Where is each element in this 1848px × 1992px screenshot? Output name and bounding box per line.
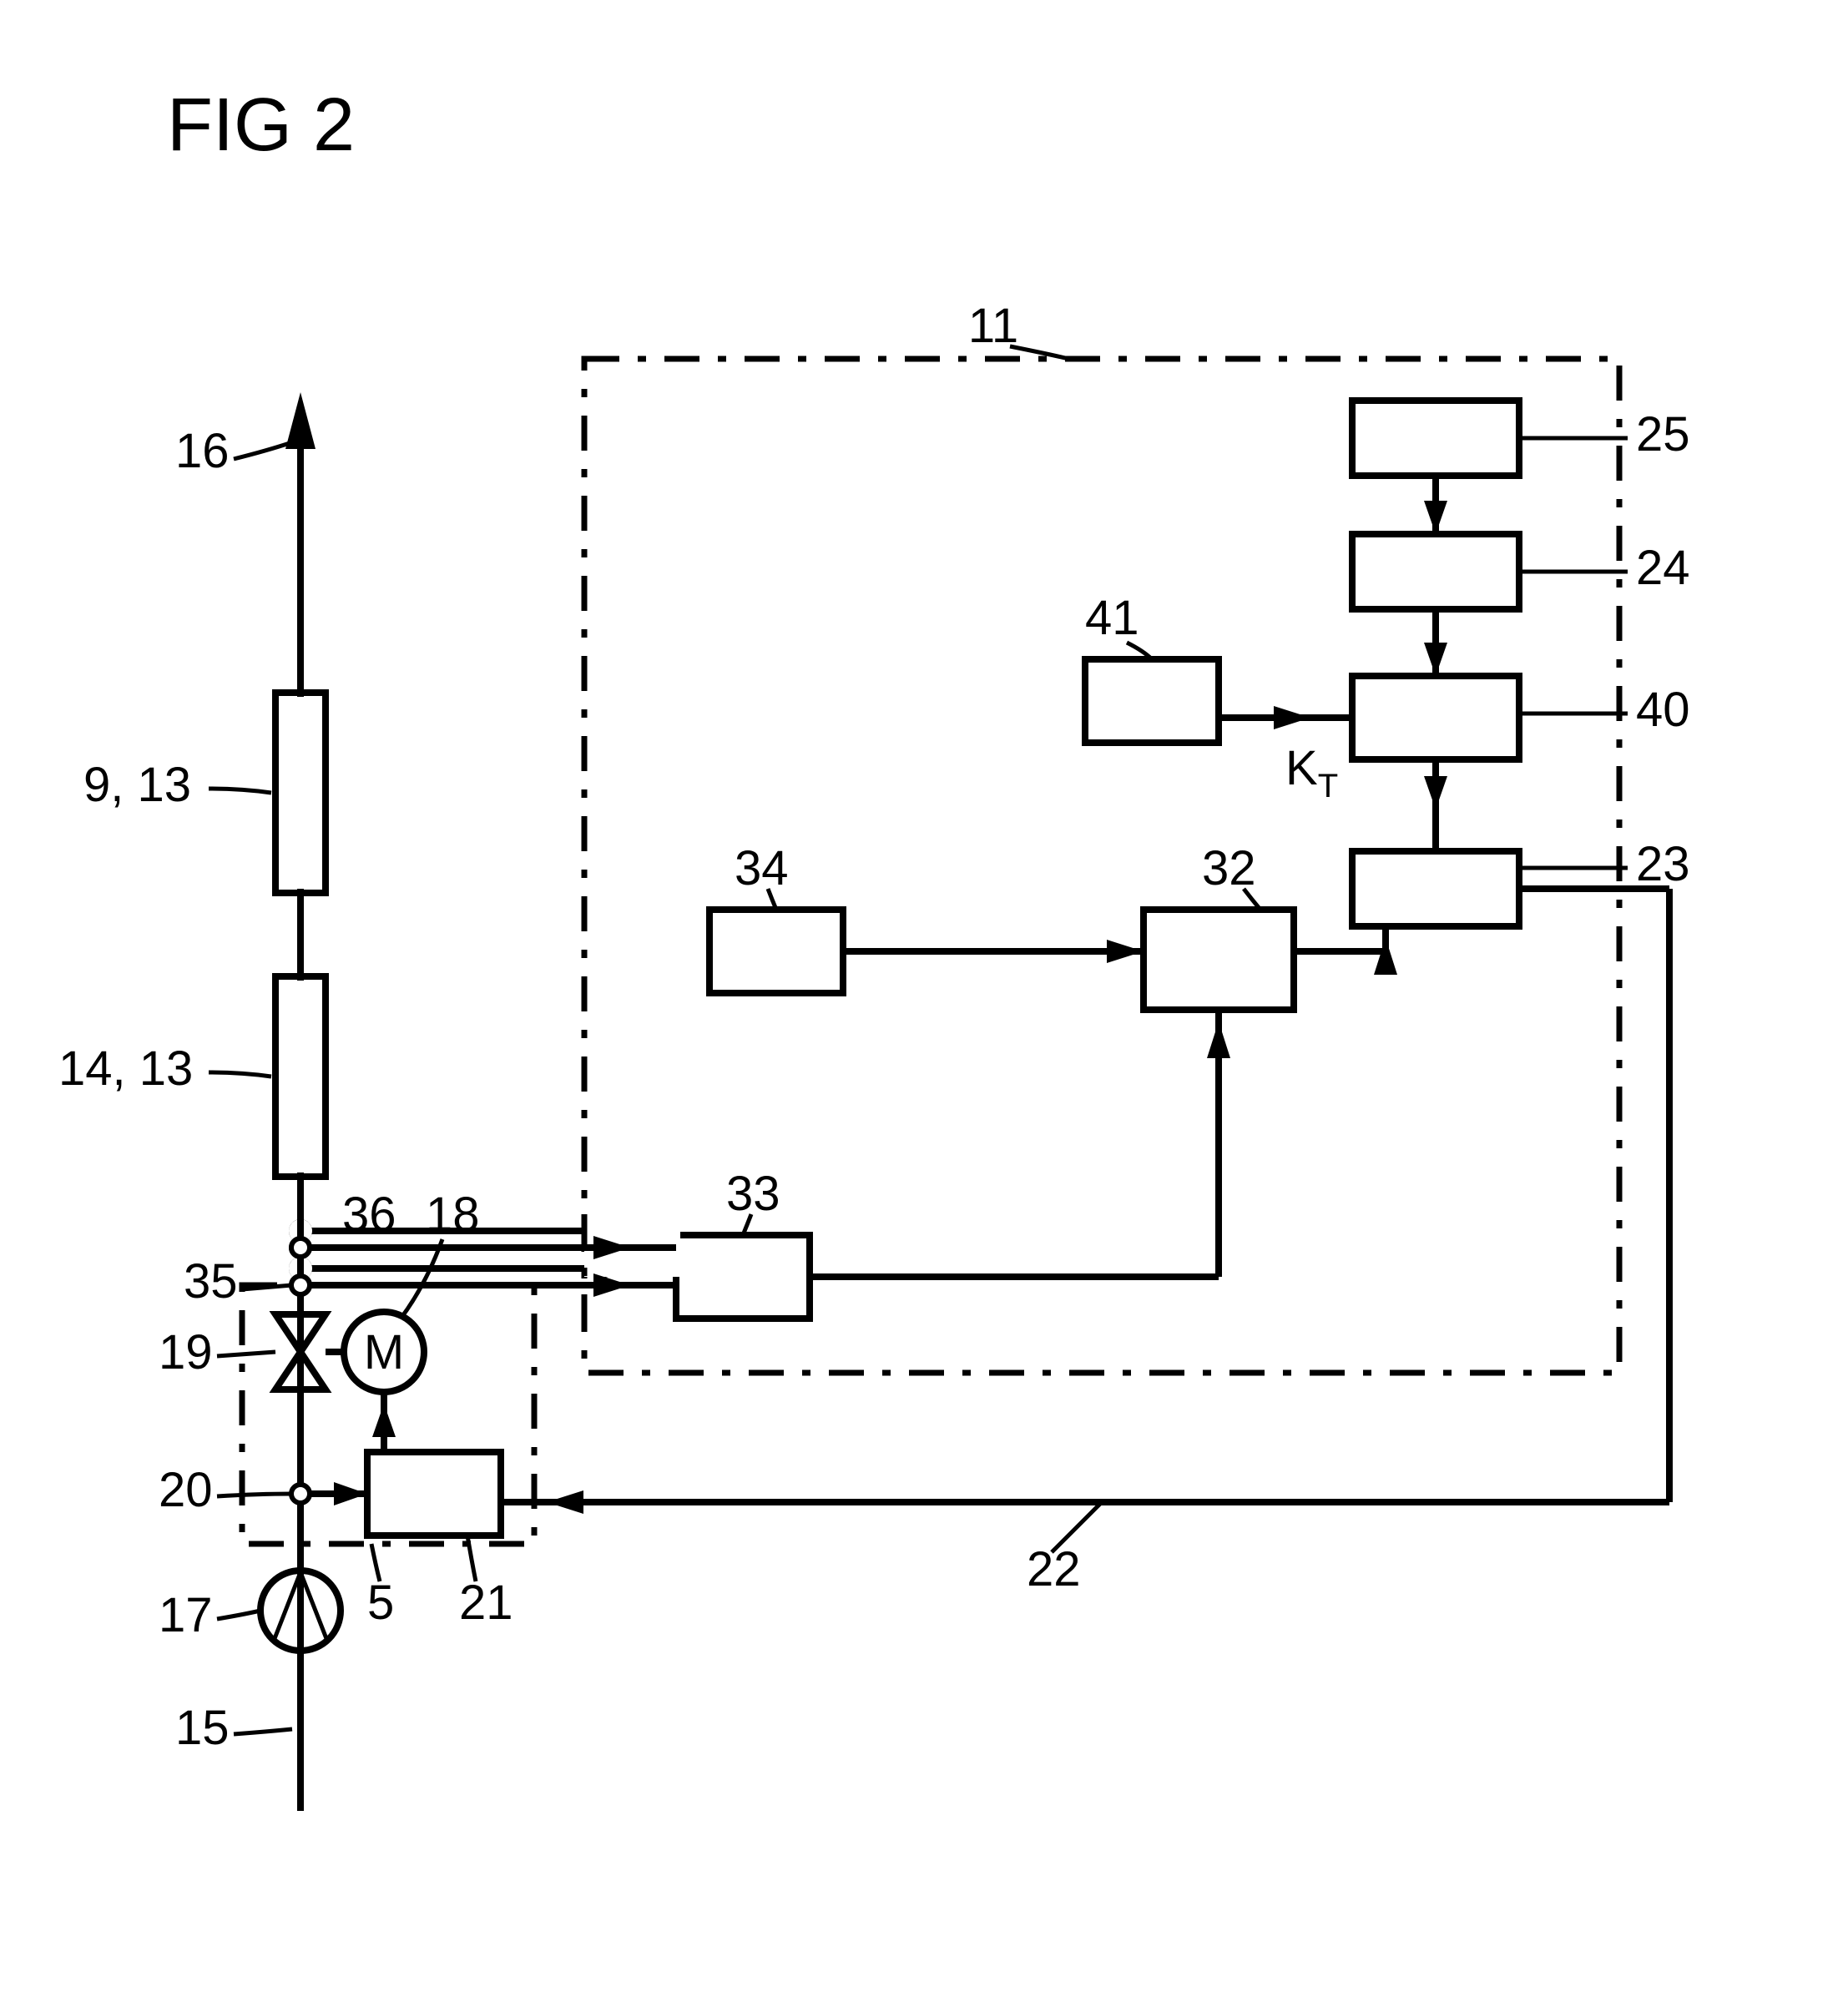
- label-1413: 14, 13: [58, 1041, 193, 1096]
- box-32: [1144, 910, 1294, 1010]
- arrow-33-32: [1207, 1021, 1230, 1058]
- lead-15: [234, 1729, 292, 1734]
- lead-20: [217, 1494, 292, 1496]
- motor-label: M: [364, 1325, 404, 1379]
- label-5: 5: [367, 1576, 394, 1630]
- arrow-21-motor: [372, 1404, 396, 1437]
- arrow-25-24: [1424, 501, 1447, 534]
- mask-2: [280, 981, 321, 1173]
- label-18: 18: [426, 1188, 480, 1242]
- node-35c: [291, 1276, 310, 1294]
- arrow-24-40: [1424, 643, 1447, 676]
- label-25: 25: [1636, 407, 1690, 461]
- node-20: [291, 1485, 310, 1503]
- label-35: 35: [184, 1254, 238, 1309]
- arrow-into-21: [334, 1482, 367, 1505]
- arrow-22-21: [547, 1490, 583, 1514]
- box-21: [367, 1452, 501, 1536]
- label-913: 9, 13: [83, 758, 191, 812]
- label-21: 21: [459, 1576, 513, 1630]
- arrow-pipe-top: [285, 392, 316, 449]
- arrow-40-23: [1424, 776, 1447, 809]
- arrow-32-23: [1374, 938, 1397, 975]
- lead-21: [467, 1536, 476, 1581]
- arrow-41-40: [1274, 706, 1310, 729]
- lead-18: [401, 1239, 442, 1319]
- label-32: 32: [1202, 841, 1256, 895]
- arrow-34-32: [1107, 940, 1144, 963]
- box-34: [709, 910, 843, 993]
- node-36c: [291, 1238, 310, 1257]
- box-25: [1352, 401, 1519, 476]
- box-40: [1352, 676, 1519, 759]
- lead-913: [209, 789, 271, 793]
- lead-16: [234, 442, 292, 459]
- label-36: 36: [342, 1188, 396, 1242]
- label-KT: KT: [1285, 741, 1338, 804]
- lead-17: [217, 1611, 260, 1619]
- label-41: 41: [1085, 591, 1139, 645]
- box-23: [1352, 851, 1519, 926]
- label-19: 19: [159, 1325, 213, 1379]
- label-23: 23: [1636, 837, 1690, 891]
- mask-1: [280, 697, 321, 889]
- label-17: 17: [159, 1588, 213, 1642]
- arrow-35b: [593, 1273, 630, 1297]
- figure-title: FIG 2: [167, 83, 355, 167]
- label-34: 34: [735, 841, 789, 895]
- label-15: 15: [175, 1701, 230, 1755]
- lead-19: [217, 1352, 275, 1356]
- box-33: [676, 1235, 810, 1319]
- label-40: 40: [1636, 683, 1690, 737]
- label-24: 24: [1636, 541, 1690, 595]
- diagram-svg: FIG 2 M: [0, 0, 1848, 1992]
- lead-1413: [209, 1072, 271, 1077]
- box-41: [1085, 659, 1219, 743]
- label-16: 16: [175, 424, 230, 478]
- dash-box-5: [242, 1285, 534, 1544]
- label-20: 20: [159, 1463, 213, 1517]
- box-24: [1352, 534, 1519, 609]
- label-33: 33: [726, 1167, 780, 1221]
